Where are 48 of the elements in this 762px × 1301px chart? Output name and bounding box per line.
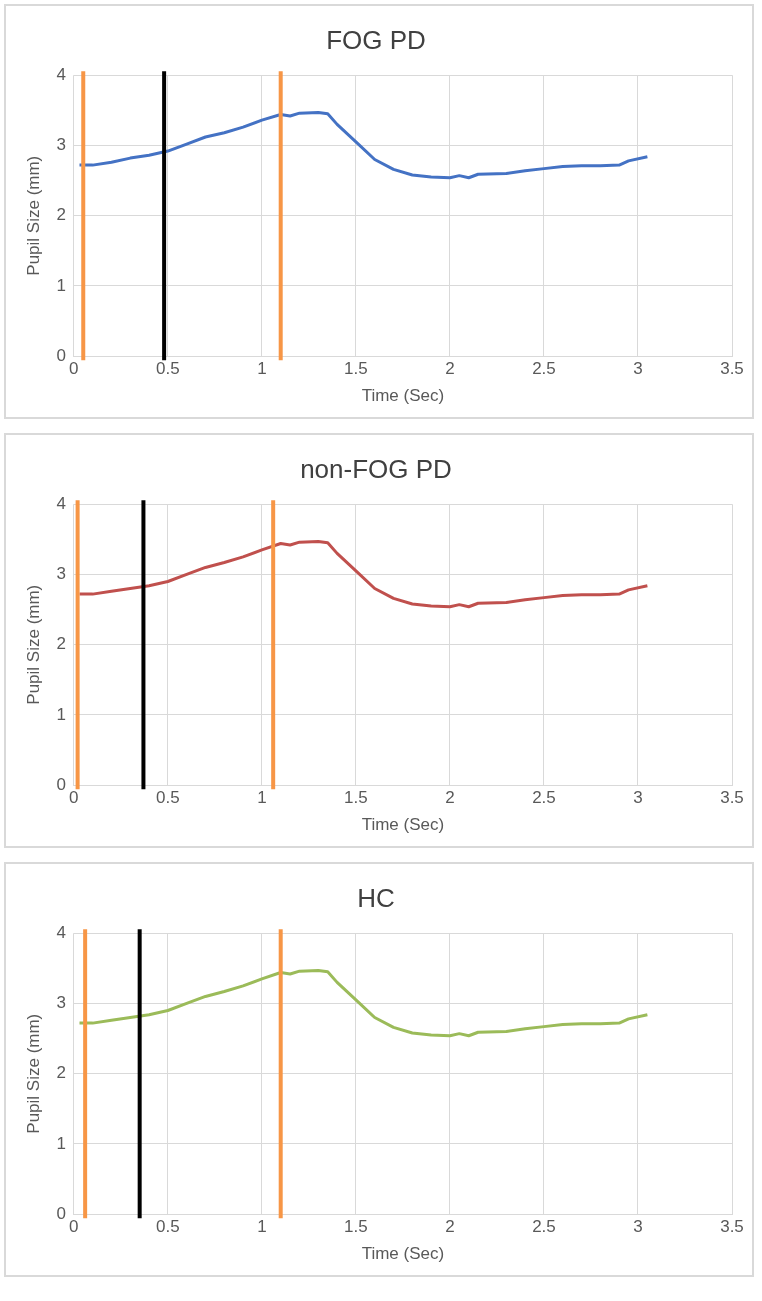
y-tick-label: 3 [56,135,66,155]
x-tick-label: 2 [445,359,455,379]
x-tick-label: 0 [69,359,79,379]
y-tick-label: 1 [56,1133,66,1153]
x-tick-label: 2 [445,788,455,808]
x-tick-label: 2.5 [532,1217,556,1237]
x-tick-label: 3.5 [720,359,744,379]
y-axis-title: Pupil Size (mm) [23,155,43,276]
y-tick-label: 4 [56,64,66,84]
y-tick-label: 4 [56,922,66,942]
x-tick-label: 0.5 [156,788,180,808]
x-tick-label: 3.5 [720,788,744,808]
x-axis-title: Time (Sec) [361,386,445,406]
y-axis-title: Pupil Size (mm) [23,584,43,705]
x-tick-label: 2.5 [532,359,556,379]
x-tick-label: 2.5 [532,788,556,808]
y-tick-label: 4 [56,493,66,513]
y-tick-label: 3 [56,993,66,1013]
x-tick-label: 1.5 [344,1217,368,1237]
y-axis-title: Pupil Size (mm) [23,1013,43,1134]
x-tick-label: 3 [633,359,643,379]
y-tick-label: 0 [56,345,66,365]
x-tick-label: 0 [69,1217,79,1237]
x-tick-label: 3 [633,1217,643,1237]
x-tick-label: 1 [257,788,267,808]
x-tick-label: 1 [257,1217,267,1237]
x-tick-label: 1.5 [344,359,368,379]
y-tick-label: 0 [56,1203,66,1223]
x-tick-label: 0 [69,788,79,808]
x-axis-title: Time (Sec) [361,815,445,835]
x-tick-label: 3.5 [720,1217,744,1237]
chart-title: HC [357,882,395,913]
chart-title: FOG PD [326,24,426,55]
x-axis-title: Time (Sec) [361,1244,445,1264]
y-tick-label: 1 [56,704,66,724]
x-tick-label: 0.5 [156,1217,180,1237]
x-tick-label: 1 [257,359,267,379]
x-tick-label: 1.5 [344,788,368,808]
x-tick-label: 0.5 [156,359,180,379]
y-tick-label: 2 [56,205,66,225]
x-tick-label: 3 [633,788,643,808]
y-tick-label: 2 [56,634,66,654]
chart-title: non-FOG PD [300,453,452,484]
y-tick-label: 3 [56,564,66,584]
y-tick-label: 1 [56,275,66,295]
y-tick-label: 2 [56,1063,66,1083]
x-tick-label: 2 [445,1217,455,1237]
y-tick-label: 0 [56,774,66,794]
